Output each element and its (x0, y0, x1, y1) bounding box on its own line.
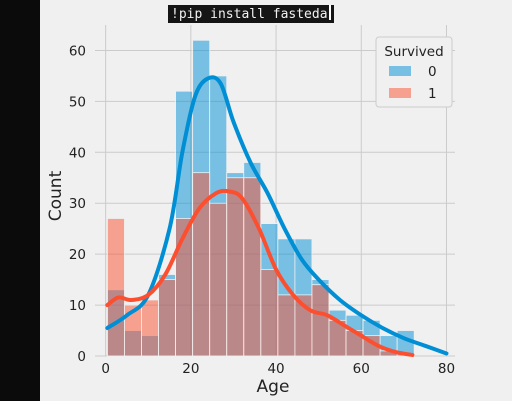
code-text: !pip install fasteda (171, 7, 328, 22)
bar-series-1 (311, 284, 330, 357)
legend-swatch-1 (389, 88, 411, 98)
bar-series-1 (158, 279, 177, 357)
bar-series-1 (107, 218, 125, 357)
bar-series-1 (209, 202, 228, 357)
legend-label-0: 0 (428, 64, 437, 80)
left-panel (0, 0, 40, 401)
y-tick-label: 40 (69, 145, 86, 161)
x-tick-label: 60 (353, 361, 370, 377)
y-tick-label: 60 (69, 43, 86, 59)
y-tick-label: 50 (69, 94, 86, 110)
y-tick-label: 10 (69, 298, 86, 314)
legend-title: Survived (384, 44, 443, 60)
legend-label-1: 1 (428, 86, 437, 102)
y-tick-label: 0 (77, 349, 86, 365)
series-1-bars (107, 172, 398, 357)
x-tick-label: 40 (267, 361, 284, 377)
bar-series-1 (226, 177, 245, 357)
x-tick-label: 80 (438, 361, 455, 377)
kde-line-series-1 (105, 188, 415, 357)
text-cursor (328, 5, 331, 20)
code-cell[interactable]: !pip install fasteda (168, 5, 334, 23)
bar-series-1 (277, 294, 296, 357)
bar-series-1 (260, 269, 279, 357)
legend-swatch-0 (389, 66, 411, 76)
kde-curves (105, 75, 449, 357)
y-axis-label: Count (46, 170, 66, 221)
kde-line-series-0 (105, 75, 449, 356)
legend: Survived 0 1 (375, 36, 453, 108)
y-tick-label: 30 (69, 196, 86, 212)
y-tick-label: 20 (69, 247, 86, 263)
x-tick-label: 20 (182, 361, 199, 377)
x-tick-label: 0 (101, 361, 110, 377)
x-axis-label: Age (257, 377, 290, 397)
bar-series-1 (141, 299, 159, 357)
